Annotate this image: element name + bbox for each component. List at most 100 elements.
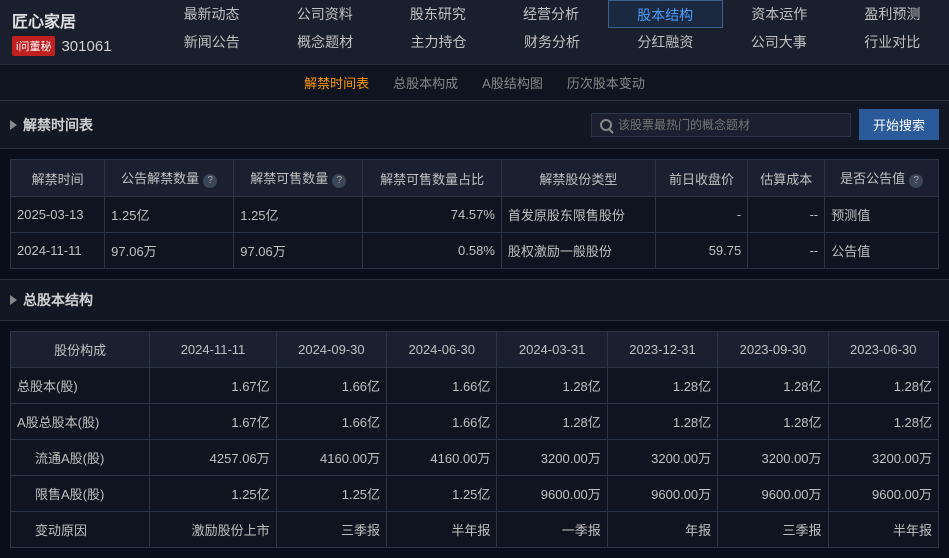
search-input-wrap[interactable] (591, 113, 851, 137)
capital-table: 股份构成2024-11-112024-09-302024-06-302024-0… (10, 331, 939, 548)
table-cell: 1.25亿 (234, 197, 363, 233)
main-nav: 最新动态公司资料股东研究经营分析股本结构资本运作盈利预测 新闻公告概念题材主力持… (155, 0, 949, 64)
row-label: 流通A股(股) (11, 440, 150, 476)
search-icon (600, 119, 612, 131)
table-row: 2025-03-131.25亿1.25亿74.57%首发原股东限售股份---预测… (11, 197, 939, 233)
table-cell: 1.25亿 (150, 476, 276, 512)
table-cell: 1.66亿 (387, 368, 497, 404)
table-cell: 1.28亿 (828, 404, 938, 440)
table-header: 解禁股份类型 (501, 160, 655, 197)
nav-item[interactable]: 最新动态 (155, 0, 268, 28)
table-cell: 半年报 (387, 512, 497, 548)
table-cell: 97.06万 (234, 233, 363, 269)
table-header: 解禁可售数量? (234, 160, 363, 197)
search-button[interactable]: 开始搜索 (859, 109, 939, 140)
table-cell: 半年报 (828, 512, 938, 548)
sub-tab[interactable]: A股结构图 (482, 73, 543, 92)
table-cell: 9600.00万 (607, 476, 717, 512)
table-cell: 1.25亿 (387, 476, 497, 512)
table-header: 2024-03-31 (497, 332, 607, 368)
row-label: 变动原因 (11, 512, 150, 548)
table-cell: 1.67亿 (150, 368, 276, 404)
sub-tab[interactable]: 历次股本变动 (567, 73, 645, 92)
help-icon[interactable]: ? (203, 174, 217, 188)
table-row: 总股本(股)1.67亿1.66亿1.66亿1.28亿1.28亿1.28亿1.28… (11, 368, 939, 404)
table-row: 流通A股(股)4257.06万4160.00万4160.00万3200.00万3… (11, 440, 939, 476)
table-cell: 1.28亿 (607, 368, 717, 404)
sub-tabs: 解禁时间表 总股本构成 A股结构图 历次股本变动 (0, 65, 949, 101)
nav-item[interactable]: 股东研究 (381, 0, 494, 28)
table-cell: 1.25亿 (105, 197, 234, 233)
row-label: 总股本(股) (11, 368, 150, 404)
capital-title-text: 总股本结构 (23, 290, 93, 310)
table-cell: 1.66亿 (387, 404, 497, 440)
unlock-table: 解禁时间公告解禁数量?解禁可售数量?解禁可售数量占比解禁股份类型前日收盘价估算成… (10, 159, 939, 269)
table-cell: 2024-11-11 (11, 233, 105, 269)
table-header: 2024-09-30 (276, 332, 386, 368)
table-cell: 1.25亿 (276, 476, 386, 512)
help-icon[interactable]: ? (332, 174, 346, 188)
table-cell: 1.28亿 (497, 404, 607, 440)
nav-item[interactable]: 公司大事 (722, 28, 835, 56)
table-cell: 年报 (607, 512, 717, 548)
arrow-right-icon (10, 295, 17, 305)
stock-code: 301061 (61, 38, 111, 55)
table-header: 股份构成 (11, 332, 150, 368)
nav-item[interactable]: 分红融资 (609, 28, 722, 56)
nav-item[interactable]: 财务分析 (495, 28, 608, 56)
table-cell: -- (748, 197, 825, 233)
table-cell: 3200.00万 (828, 440, 938, 476)
ask-badge[interactable]: i问董秘 (12, 36, 55, 56)
nav-item[interactable]: 主力持仓 (382, 28, 495, 56)
nav-item[interactable]: 资本运作 (723, 0, 836, 28)
table-cell: 4160.00万 (387, 440, 497, 476)
nav-item[interactable]: 新闻公告 (155, 28, 268, 56)
table-header: 2023-06-30 (828, 332, 938, 368)
table-row: 限售A股(股)1.25亿1.25亿1.25亿9600.00万9600.00万96… (11, 476, 939, 512)
table-cell: - (655, 197, 747, 233)
table-cell: 公告值 (825, 233, 939, 269)
capital-section-header: 总股本结构 (0, 279, 949, 321)
table-cell: 1.66亿 (276, 404, 386, 440)
table-header: 公告解禁数量? (105, 160, 234, 197)
table-cell: 1.28亿 (497, 368, 607, 404)
row-label: A股总股本(股) (11, 404, 150, 440)
table-cell: 3200.00万 (718, 440, 828, 476)
arrow-right-icon (10, 120, 17, 130)
nav-item[interactable]: 公司资料 (268, 0, 381, 28)
unlock-title-text: 解禁时间表 (23, 115, 93, 135)
table-header: 解禁可售数量占比 (363, 160, 502, 197)
table-cell: 1.28亿 (607, 404, 717, 440)
table-cell: 59.75 (655, 233, 747, 269)
table-cell: 1.66亿 (276, 368, 386, 404)
nav-item[interactable]: 经营分析 (494, 0, 607, 28)
stock-info: 匠心家居 i问董秘 301061 (0, 0, 155, 64)
table-cell: 1.67亿 (150, 404, 276, 440)
table-cell: 9600.00万 (718, 476, 828, 512)
table-cell: 1.28亿 (718, 404, 828, 440)
table-cell: 97.06万 (105, 233, 234, 269)
stock-name: 匠心家居 (12, 8, 143, 32)
table-cell: 预测值 (825, 197, 939, 233)
table-header: 是否公告值? (825, 160, 939, 197)
table-cell: 股权激励一般股份 (501, 233, 655, 269)
help-icon[interactable]: ? (909, 174, 923, 188)
table-cell: 4160.00万 (276, 440, 386, 476)
sub-tab[interactable]: 解禁时间表 (304, 73, 369, 92)
table-cell: 1.28亿 (718, 368, 828, 404)
table-header: 前日收盘价 (655, 160, 747, 197)
table-cell: 激励股份上市 (150, 512, 276, 548)
table-cell: 3200.00万 (497, 440, 607, 476)
search-input[interactable] (618, 118, 842, 132)
nav-item[interactable]: 概念题材 (268, 28, 381, 56)
nav-item[interactable]: 盈利预测 (836, 0, 949, 28)
table-row: 变动原因激励股份上市三季报半年报一季报年报三季报半年报 (11, 512, 939, 548)
nav-item[interactable]: 行业对比 (836, 28, 949, 56)
sub-tab[interactable]: 总股本构成 (393, 73, 458, 92)
table-row: 2024-11-1197.06万97.06万0.58%股权激励一般股份59.75… (11, 233, 939, 269)
table-header: 估算成本 (748, 160, 825, 197)
table-header: 2024-11-11 (150, 332, 276, 368)
nav-item[interactable]: 股本结构 (608, 0, 723, 28)
table-cell: 9600.00万 (828, 476, 938, 512)
table-cell: 9600.00万 (497, 476, 607, 512)
